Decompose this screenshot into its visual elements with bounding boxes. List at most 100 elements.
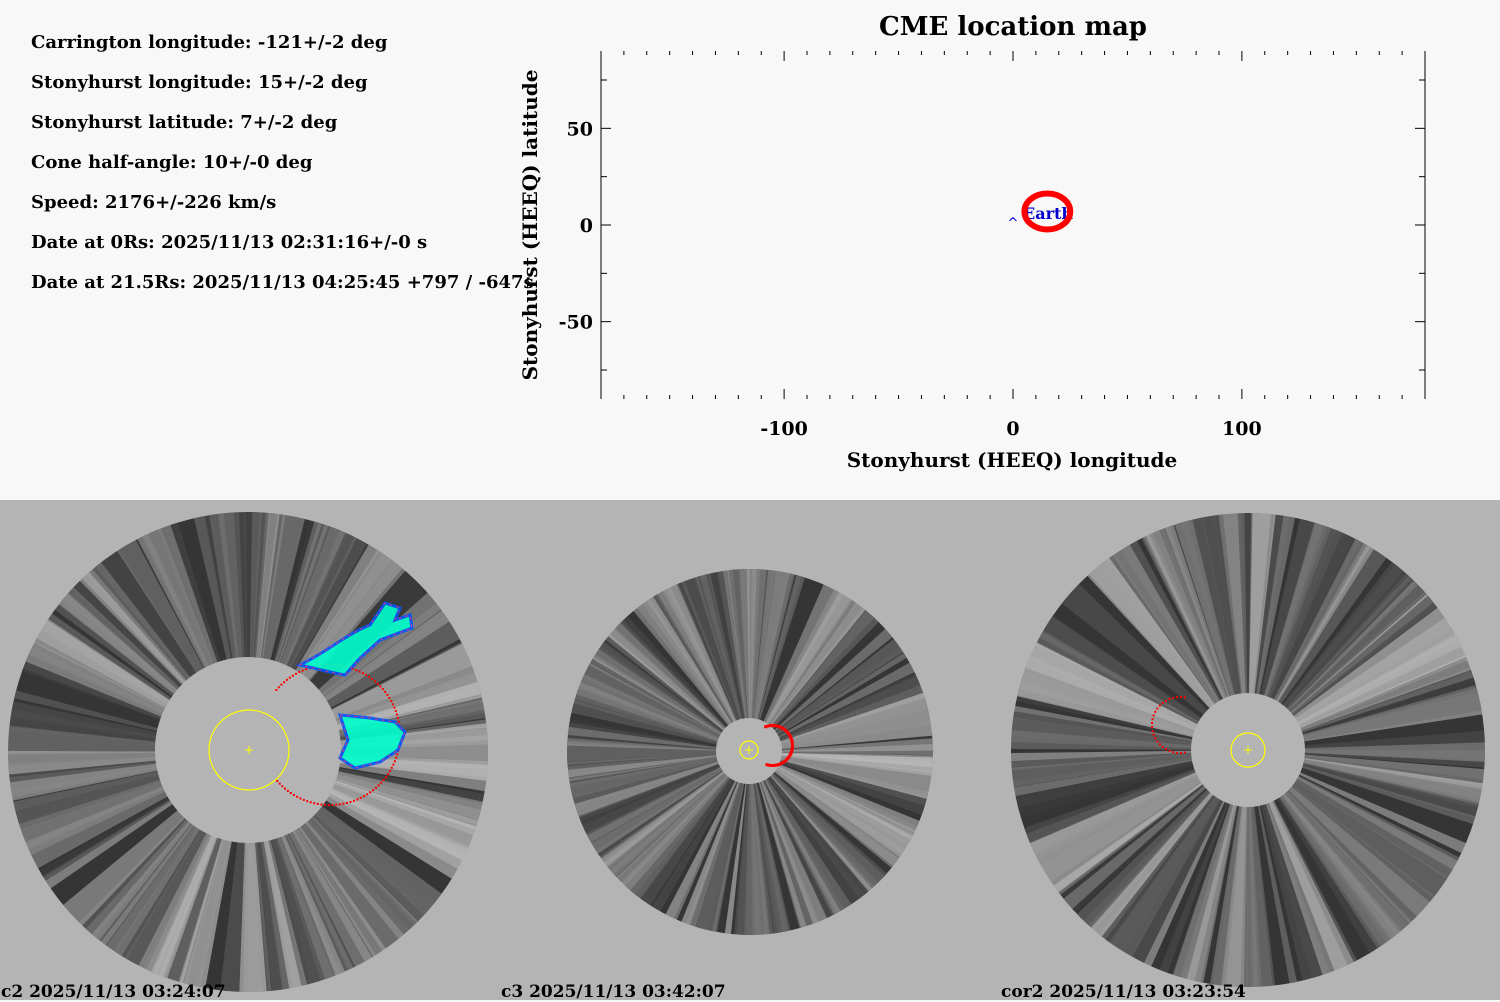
streamer-ray <box>750 569 794 752</box>
streamer-ray <box>1152 513 1248 750</box>
streamer-ray <box>1246 750 1278 987</box>
streamer-ray <box>750 752 921 878</box>
streamer-ray <box>1248 678 1485 750</box>
earth-marker: ^ <box>1008 216 1019 231</box>
sun-center-cross <box>245 746 253 754</box>
streamer-ray <box>750 752 933 850</box>
y-tick-label: -50 <box>559 312 593 334</box>
streamer-ray <box>714 569 750 752</box>
c3-caption: c3 2025/11/13 03:42:07 <box>501 982 726 1002</box>
streamer-ray <box>1075 750 1248 956</box>
streamer-ray <box>1248 513 1323 750</box>
cme-detection-contour <box>295 601 414 770</box>
streamer-ray <box>628 752 750 921</box>
streamer-ray <box>1198 513 1248 750</box>
streamer-ray <box>1248 750 1429 954</box>
streamer-ray <box>575 752 750 864</box>
sun-limb-circle <box>208 709 290 791</box>
streamer-ray <box>726 569 750 752</box>
cor2-caption: cor2 2025/11/13 03:23:54 <box>1001 982 1246 1002</box>
streamer-ray <box>1248 750 1427 948</box>
streamer-ray <box>1248 750 1468 913</box>
sun-limb-circle <box>1230 732 1266 768</box>
streamer-ray <box>1043 567 1248 750</box>
streamer-ray <box>567 656 750 752</box>
streamer-ray <box>1150 750 1248 987</box>
streamer-ray <box>648 569 750 752</box>
streamer-ray <box>750 576 863 752</box>
streamer-ray <box>1018 618 1248 750</box>
streamer-ray <box>567 724 750 752</box>
streamer-ray <box>743 752 762 935</box>
streamer-ray <box>567 694 750 752</box>
streamer-ray <box>641 752 750 928</box>
streamer-ray <box>720 569 750 752</box>
streamer-ray <box>750 752 850 932</box>
x-tick-label: 100 <box>1222 418 1262 440</box>
streamer-ray <box>567 752 750 781</box>
streamer-ray <box>1248 580 1455 750</box>
streamer-ray <box>1248 750 1481 882</box>
streamer-ray <box>1167 513 1248 750</box>
streamer-ray <box>1248 741 1485 764</box>
parameter-line: Date at 0Rs: 2025/11/13 02:31:16+/-0 s <box>31 232 428 253</box>
streamer-ray <box>694 569 750 752</box>
streamer-ray <box>722 752 750 935</box>
streamer-ray <box>1248 750 1401 974</box>
streamer-ray <box>725 569 751 752</box>
streamer-ray <box>567 752 750 785</box>
streamer-ray <box>750 665 933 752</box>
streamer-ray <box>750 752 933 812</box>
streamer-ray <box>1248 750 1275 987</box>
streamer-ray <box>750 569 811 752</box>
streamer-ray <box>567 666 750 752</box>
streamer-ray <box>1248 750 1412 959</box>
streamer-ray <box>750 752 854 931</box>
streamer-ray <box>591 610 750 752</box>
x-tick-label: 0 <box>1006 418 1019 440</box>
parameter-line: Carrington longitude: -121+/-2 deg <box>31 32 388 53</box>
streamer-ray <box>1248 517 1379 750</box>
y-tick-label: 0 <box>580 215 593 237</box>
streamer-ray <box>1248 513 1294 750</box>
streamer-ray <box>750 752 795 935</box>
streamer-ray <box>750 569 769 752</box>
streamer-ray <box>750 752 901 902</box>
streamer-ray <box>1011 750 1248 825</box>
streamer-ray <box>1011 750 1248 801</box>
streamer-ray <box>689 752 750 935</box>
parameter-line: Stonyhurst longitude: 15+/-2 deg <box>31 72 368 93</box>
streamer-ray <box>688 569 750 752</box>
streamer-ray <box>1218 750 1248 987</box>
streamer-ray <box>611 752 750 914</box>
streamer-ray <box>1248 750 1439 937</box>
streamer-ray <box>577 635 750 752</box>
x-tick-label: -100 <box>760 418 808 440</box>
streamer-ray <box>1248 750 1417 966</box>
streamer-ray <box>674 569 750 752</box>
streamer-ray <box>1248 750 1454 933</box>
streamer-ray <box>1135 513 1248 750</box>
streamer-ray <box>750 752 933 822</box>
streamer-ray <box>1157 513 1248 750</box>
streamer-ray <box>1215 513 1248 750</box>
streamer-ray <box>750 752 876 914</box>
x-axis-label: Stonyhurst (HEEQ) longitude <box>847 448 1178 472</box>
streamer-ray <box>586 752 750 878</box>
streamer-ray <box>588 624 750 752</box>
c3-coronagraph-image <box>567 569 933 935</box>
top-section: Carrington longitude: -121+/-2 deg Stonyh… <box>0 0 1500 500</box>
streamer-ray <box>1059 750 1248 943</box>
streamer-ray <box>656 752 750 935</box>
streamer-ray <box>750 636 921 752</box>
parameter-line: Speed: 2176+/-226 km/s <box>31 192 277 213</box>
streamer-ray <box>745 752 765 935</box>
streamer-ray <box>1133 750 1248 987</box>
streamer-ray <box>589 752 750 892</box>
streamer-ray <box>1248 750 1365 987</box>
streamer-ray <box>1248 750 1302 987</box>
streamer-ray <box>750 678 933 752</box>
parameter-line: Date at 21.5Rs: 2025/11/13 04:25:45 +797… <box>31 272 534 293</box>
streamer-ray <box>1248 750 1485 832</box>
streamer-ray <box>1248 750 1448 942</box>
